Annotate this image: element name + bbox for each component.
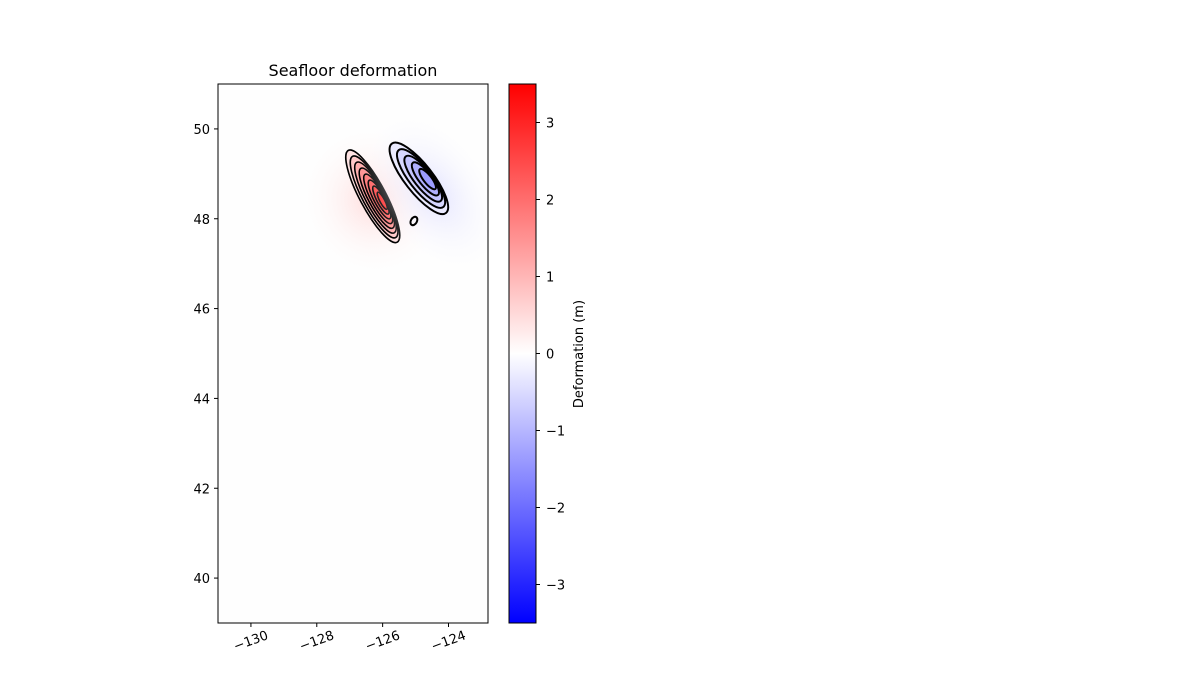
- subsidence-contour: [418, 167, 437, 191]
- x-axis: −130 −128 −126 −124: [232, 623, 468, 655]
- y-tick-label: 40: [193, 572, 210, 587]
- y-tick-label: 48: [193, 213, 210, 228]
- chart-title: Seafloor deformation: [269, 61, 438, 80]
- y-axis: 40 42 44 46 48 50: [193, 123, 218, 587]
- colorbar-tick-label: −3: [546, 579, 565, 594]
- x-tick-label: −128: [298, 628, 337, 654]
- minor-contour: [409, 215, 419, 227]
- x-tick-label: −126: [363, 628, 402, 654]
- y-tick-label: 44: [193, 392, 210, 407]
- y-tick-label: 42: [193, 482, 210, 497]
- y-tick-label: 46: [193, 303, 210, 318]
- colorbar-tick-label: 3: [546, 117, 554, 132]
- colorbar-axis: −3 −2 −1 0 1 2 3: [536, 117, 565, 594]
- colorbar: [508, 83, 537, 624]
- x-tick-label: −130: [232, 628, 271, 654]
- colorbar-tick-label: −2: [546, 502, 565, 517]
- x-tick-label: −124: [429, 628, 468, 654]
- heatmap-area: [218, 84, 488, 623]
- y-tick-label: 50: [193, 123, 210, 138]
- colorbar-tick-label: 2: [546, 194, 554, 209]
- colorbar-tick-label: 0: [546, 348, 554, 363]
- deformation-field: [296, 107, 488, 280]
- colorbar-tick-label: −1: [546, 425, 565, 440]
- colorbar-tick-label: 1: [546, 271, 554, 286]
- colorbar-label: Deformation (m): [572, 300, 587, 408]
- plot-frame: [217, 83, 489, 624]
